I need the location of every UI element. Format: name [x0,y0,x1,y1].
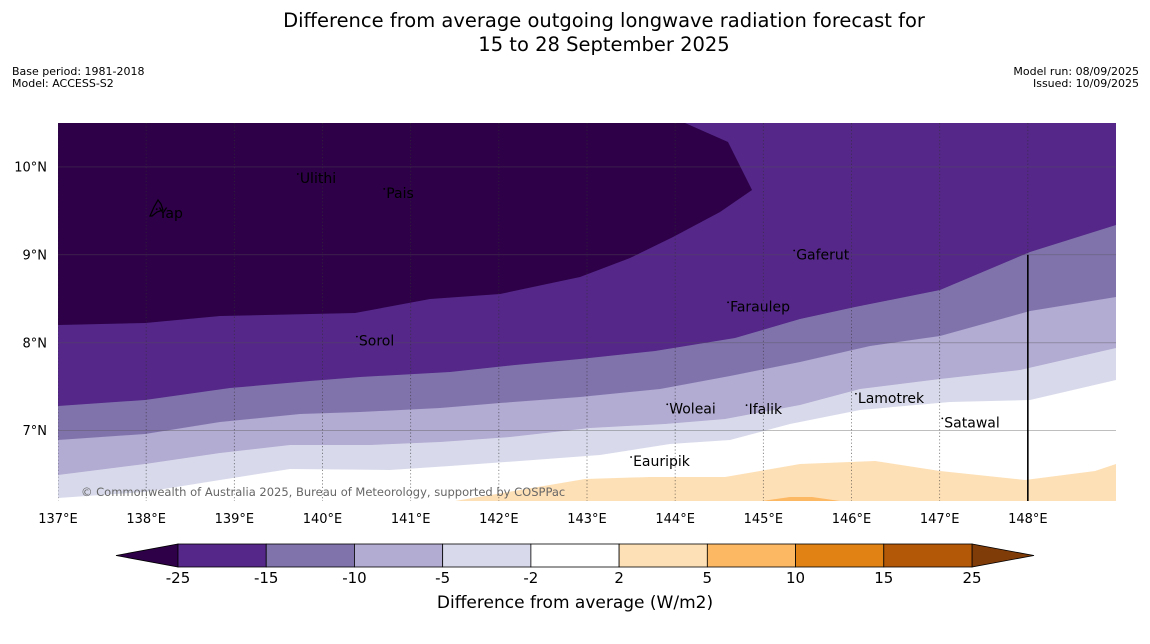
place-marker [355,335,358,338]
yap-island-shape [149,198,164,217]
meta-left: Base period: 1981-2018 Model: ACCESS-S2 [12,66,144,90]
lon-tick-label: 139°E [215,512,255,527]
place-label: Eauripik [633,454,691,470]
colorbar-segment [354,543,444,568]
place-marker [383,188,386,190]
colorbar: -25 -15 -10 -5 -2 2 5 10 15 25 [115,543,1035,587]
colorbar-segment [177,543,267,568]
lon-tick-label: 147°E [920,512,960,527]
lon-tick-label: 142°E [479,512,519,527]
colorbar-title: Difference from average (W/m2) [436,593,714,613]
colorbar-tick-label: 15 [874,569,893,587]
lon-tick-label: 148°E [1008,512,1048,527]
place-marker [155,208,158,211]
lon-tick-label: 145°E [744,512,784,527]
colorbar-segment [530,543,620,568]
model-run-label: Model run: 08/09/2025 [1013,65,1139,78]
chart-title-line-2: 15 to 28 September 2025 [478,33,730,56]
meta-right: Model run: 08/09/2025 Issued: 10/09/2025 [1013,66,1139,90]
place-label: Gaferut [796,247,850,263]
place-label: Sorol [359,334,394,350]
place-label: Lamotrek [858,391,925,407]
colorbar-segment [618,543,708,568]
colorbar-extend-low [115,543,179,568]
lon-tick-label: 141°E [391,512,431,527]
base-period-label: Base period: 1981-2018 [12,65,145,78]
colorbar-segment [795,543,885,568]
colorbar-tick-label: -25 [166,569,191,587]
contour-band-5-to-10 [762,497,840,501]
colorbar-segment [706,543,796,568]
grid-lines [58,123,1116,501]
place-label: Satawal [944,415,999,431]
place-label: Faraulep [730,299,790,315]
place-marker [793,249,796,252]
place-marker [745,404,748,407]
issued-label: Issued: 10/09/2025 [1032,77,1139,90]
place-marker [855,392,857,395]
lat-tick-label: 8°N [23,336,48,351]
map-area: Ulithi Pais Yap Gaferut Faraulep Sorol Lamotre… [58,123,1116,501]
colorbar-segment [442,543,532,568]
lon-tick-label: 146°E [832,512,872,527]
colorbar-tick-label: -10 [342,569,367,587]
colorbar-segment [883,543,973,568]
longitude-axis: 137°E 138°E 139°E 140°E 141°E 142°E 143°E 144°E… [38,512,1047,527]
lon-tick-label: 144°E [655,512,695,527]
colorbar-tick-label: 5 [703,569,713,587]
place-marker [630,456,632,458]
place-marker [296,173,299,175]
place-label: Yap [158,206,183,222]
colorbar-tick-label: -2 [523,569,538,587]
lon-tick-label: 143°E [567,512,607,527]
lat-tick-label: 10°N [14,160,47,175]
yap-outline [149,198,164,217]
place-marker [666,403,669,406]
colorbar-tick-label: -5 [435,569,450,587]
chart-title-line-1: Difference from average outgoing longwav… [283,9,925,32]
place-label: Pais [386,186,414,202]
lon-tick-label: 140°E [303,512,343,527]
place-label: Ulithi [300,171,336,187]
lat-tick-label: 9°N [23,248,48,263]
colorbar-tick-label: 25 [962,569,981,587]
colorbar-tick-label: 2 [614,569,624,587]
place-marker [727,301,729,304]
lon-tick-label: 138°E [126,512,166,527]
place-labels: Ulithi Pais Yap Gaferut Faraulep Sorol Lamotre… [155,171,1000,470]
copyright-notice: © Commonwealth of Australia 2025, Bureau… [81,485,565,499]
lon-tick-label: 137°E [38,512,78,527]
latitude-axis: 7°N 8°N 9°N 10°N [14,160,47,439]
lat-tick-label: 7°N [23,424,48,439]
place-label: Woleai [669,401,716,417]
chart-title: Difference from average outgoing longwav… [0,9,1150,57]
contour-band-2-to-5 [455,461,1116,501]
anomaly-contours [58,123,1116,501]
colorbar-segment [265,543,355,568]
contour-band-below-minus-25 [58,123,752,325]
colorbar-extend-high [971,543,1035,568]
colorbar-tick-label: 10 [786,569,805,587]
place-marker [941,417,944,420]
colorbar-tick-label: -15 [254,569,279,587]
place-label: Ifalik [749,402,783,418]
model-label: Model: ACCESS-S2 [12,77,114,90]
